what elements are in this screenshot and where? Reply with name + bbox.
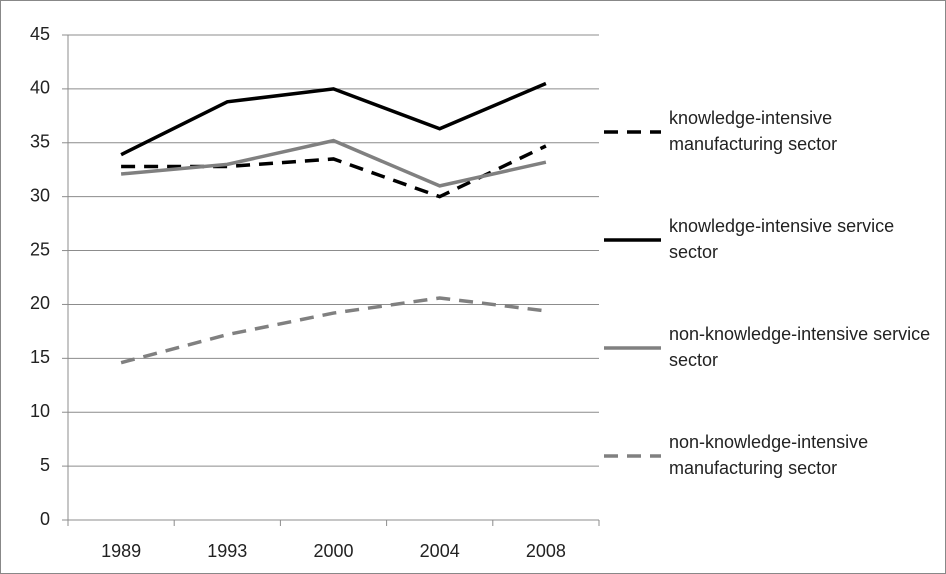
x-tick-label: 2000 [313, 541, 353, 561]
x-tick-label: 2008 [526, 541, 566, 561]
x-tick-label: 1993 [207, 541, 247, 561]
x-tick-label: 2004 [420, 541, 460, 561]
y-tick-label: 35 [30, 132, 50, 152]
y-tick-label: 10 [30, 401, 50, 421]
legend-label: non-knowledge-intensive service sector [669, 324, 931, 370]
y-tick-label: 15 [30, 347, 50, 367]
series-line [121, 144, 547, 199]
series-line [120, 138, 547, 188]
legend-label: knowledge-intensive manufacturing sector [669, 108, 838, 154]
y-tick-label: 40 [30, 78, 50, 98]
y-tick-label: 20 [30, 293, 50, 313]
legend-label: non-knowledge-intensive manufacturing se… [669, 432, 869, 478]
y-tick-label: 0 [40, 509, 50, 529]
y-tick-label: 30 [30, 185, 50, 205]
series-line [120, 81, 547, 157]
legend-label: knowledge-intensive service sector [669, 216, 895, 262]
y-tick-label: 5 [40, 455, 50, 475]
series-line [120, 296, 547, 365]
x-tick-label: 1989 [101, 541, 141, 561]
y-tick-label: 25 [30, 239, 50, 259]
y-tick-label: 45 [30, 24, 50, 44]
